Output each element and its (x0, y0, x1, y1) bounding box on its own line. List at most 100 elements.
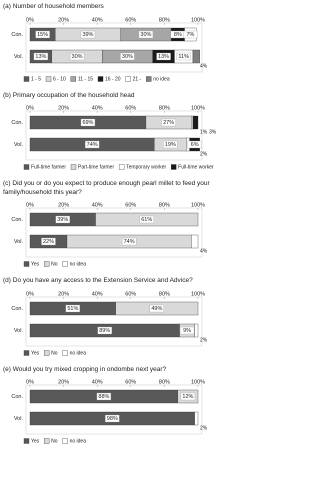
category-label: Vol. (14, 416, 24, 422)
x-tick-label: 60% (125, 202, 136, 208)
x-tick-label: 40% (92, 17, 103, 23)
value-label: 2% (200, 151, 208, 157)
value-label: 39% (57, 217, 68, 223)
chart-title: (d) Do you have any access to the Extens… (3, 277, 193, 284)
category-label: Vol. (14, 239, 24, 245)
legend-swatch (70, 164, 77, 170)
value-label: 98% (107, 416, 118, 422)
value-label: 61% (141, 217, 152, 223)
legend-swatch (70, 75, 76, 82)
value-label: 49% (151, 305, 162, 311)
x-tick-label: 0% (26, 17, 34, 23)
legend-label: Yes (31, 261, 40, 267)
x-tick-label: 20% (58, 379, 69, 385)
category-label: Con. (11, 120, 23, 126)
legend-swatch (23, 438, 30, 444)
value-label: 2% (200, 425, 208, 431)
x-tick-label: 100% (191, 17, 205, 23)
legend-label: no idea (70, 438, 87, 444)
x-tick-label: 100% (191, 202, 205, 208)
chart-title: (b) Primary occupation of the household … (3, 91, 135, 99)
value-label: 74% (87, 142, 98, 148)
legend-swatch (43, 261, 50, 267)
value-label: 30% (140, 31, 151, 37)
x-tick-label: 0% (26, 105, 34, 111)
legend-swatch (62, 261, 68, 267)
legend-label: No (51, 438, 58, 444)
value-label-box (121, 237, 137, 246)
x-tick-label: 40% (92, 202, 103, 208)
legend-swatch (125, 75, 131, 82)
value-label: 19% (165, 142, 176, 148)
plot-frame (25, 207, 203, 258)
legend-swatch (43, 349, 50, 356)
chart-panel: (e) Would you try mixed cropping in ondo… (0, 363, 218, 452)
legend-swatch (23, 261, 30, 267)
legend-label: Part-time farmer (78, 164, 114, 170)
value-label-box (120, 52, 135, 60)
legend-label: Yes (31, 350, 40, 356)
value-label: 3% (209, 129, 217, 135)
value-label-box (41, 237, 56, 246)
category-label: Con. (11, 31, 23, 37)
x-tick-label: 0% (26, 202, 34, 208)
legend-label: 1 - 5 (31, 76, 41, 82)
x-tick-label: 60% (125, 17, 136, 23)
category-label: Con. (11, 305, 23, 311)
value-label: 22% (43, 239, 54, 245)
value-label: 6% (191, 142, 199, 148)
legend-swatch (45, 75, 52, 82)
value-label-box (179, 326, 195, 334)
legend-swatch (146, 75, 152, 82)
plot-frame (25, 22, 203, 72)
value-label-box (149, 304, 164, 312)
chart: 0% 20% 40% 60% 80% 100% Con. 15% 39% 30% 8% 7% Vol. 1… (11, 17, 207, 82)
value-label: 2% (200, 337, 208, 343)
legend-swatch (62, 438, 68, 444)
value-label: 13% (158, 53, 169, 59)
legend-swatch (23, 349, 30, 356)
value-label: 69% (82, 120, 93, 126)
category-label: Con. (11, 217, 23, 223)
x-tick-label: 20% (58, 105, 69, 111)
bar-segment (194, 411, 199, 426)
value-label-box (96, 392, 112, 401)
value-label: 89% (99, 327, 110, 333)
value-label-box (80, 30, 96, 38)
value-label-box (55, 215, 70, 224)
chart: 0% 20% 40% 60% 80% 100% Con. 39% 61% Vol. 22% 74% 4%… (11, 202, 207, 267)
value-label: 13% (35, 53, 46, 59)
value-label-box (80, 118, 96, 127)
chart: 0% 20% 40% 60% 80% 100% Con. 88% 12% Vol. 98% 2% Yes… (11, 379, 208, 444)
value-label-box (161, 118, 176, 127)
chart-title: (a) Number of household members (3, 3, 104, 10)
x-tick-label: 100% (191, 291, 205, 297)
legend-label: Temporary worker (126, 164, 166, 170)
bar-segment (192, 49, 200, 63)
legend-swatch (43, 438, 50, 444)
value-label: 7% (186, 31, 194, 37)
x-tick-label: 100% (191, 379, 205, 385)
value-label-box (105, 414, 120, 423)
legend-swatch (23, 75, 30, 82)
chart-panel: (d) Do you have any access to the Extens… (0, 274, 218, 363)
bar-segment (194, 323, 199, 337)
value-label-box (69, 52, 85, 60)
legend-label: no idea (70, 261, 87, 267)
category-label: Con. (11, 394, 23, 400)
legend-label: 11 - 15 (78, 76, 93, 82)
x-tick-label: 100% (191, 105, 205, 111)
chart-title: (c) Did you or do you expect to produce … (3, 180, 210, 196)
chart-panel: (a) Number of household members 0% 20% 40% 6… (0, 0, 218, 89)
value-label-box (180, 392, 196, 401)
figure: (a) Number of household members 0% 20% 40% 6… (0, 0, 218, 452)
category-label: Vol. (14, 327, 24, 333)
plot-frame (25, 110, 203, 161)
x-tick-label: 80% (159, 291, 170, 297)
x-tick-label: 80% (159, 105, 170, 111)
legend-label: no idea (153, 76, 170, 82)
chart: 0% 20% 40% 60% 80% 100% Con. 69% 27% 1% 3% Vol. 74% 1… (11, 105, 217, 170)
value-label-box (183, 30, 198, 38)
legend-label: Full-time farmer (31, 164, 66, 170)
legend-label: Yes (31, 438, 40, 444)
